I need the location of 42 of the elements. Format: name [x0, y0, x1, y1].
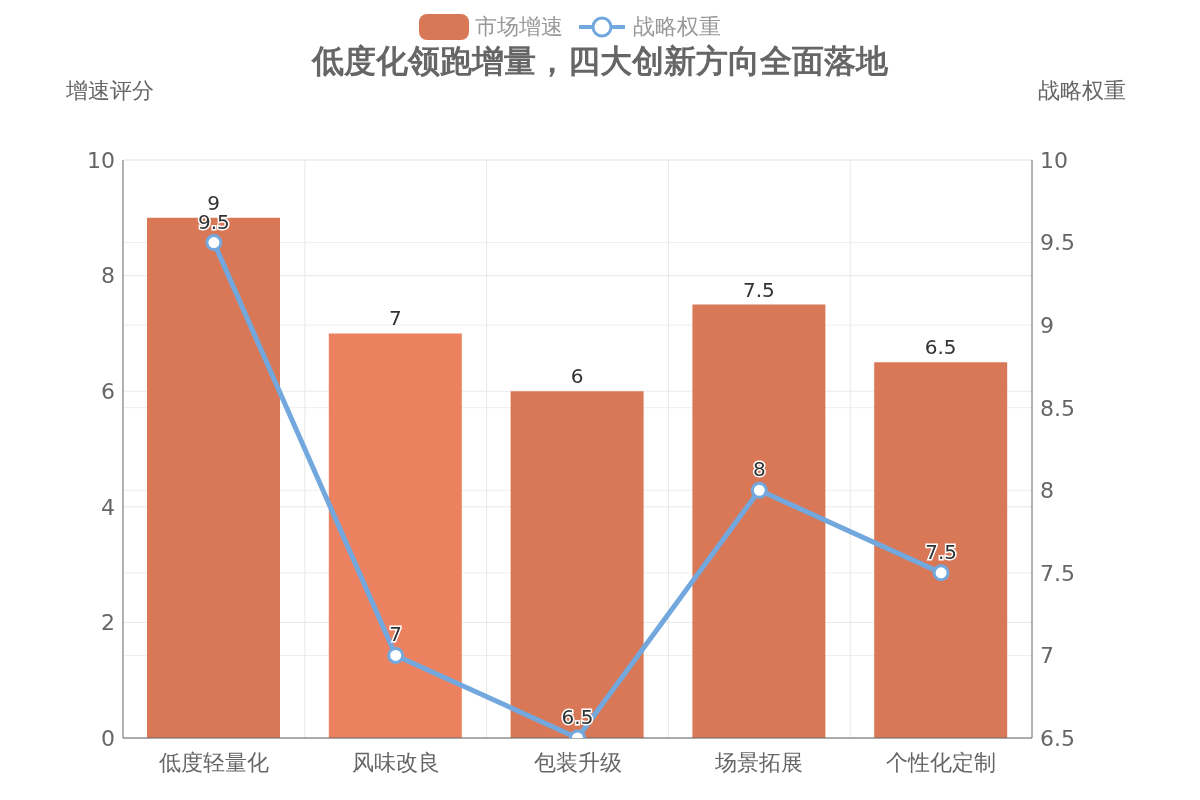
- data-label: 7: [389, 622, 403, 647]
- point: [205, 234, 223, 252]
- y2-tick-label: 9.5: [1040, 230, 1075, 256]
- x-tick-label: 包装升级: [533, 749, 622, 775]
- data-label: 6.5: [924, 335, 957, 360]
- y2-tick-label: 8: [1040, 478, 1054, 504]
- data-label: 7.5: [742, 277, 775, 302]
- data-label: 6: [570, 364, 584, 389]
- y2-tick-label: 7: [1040, 643, 1054, 669]
- data-label: 7.5: [925, 539, 958, 564]
- y-tick-label: 6: [101, 379, 115, 405]
- y2-tick-label: 9: [1040, 312, 1054, 338]
- bar: [874, 362, 1008, 738]
- point: [387, 646, 405, 664]
- bar: [510, 391, 644, 738]
- y2-tick-label: 6.5: [1040, 725, 1075, 751]
- data-label: 8: [752, 457, 766, 482]
- bar: [692, 304, 826, 738]
- data-label: 7: [388, 306, 402, 331]
- x-tick-label: 场景拓展: [714, 749, 804, 775]
- y-tick-label: 4: [101, 494, 115, 520]
- point: [932, 564, 950, 582]
- y2-tick-label: 7.5: [1040, 560, 1075, 586]
- data-label: 9: [207, 190, 220, 215]
- y-tick-label: 10: [87, 147, 115, 173]
- y2-tick-label: 8.5: [1040, 395, 1075, 421]
- bar: [328, 333, 462, 738]
- x-tick-label: 风味改良: [351, 749, 440, 775]
- x-tick-label: 低度轻量化: [158, 749, 269, 775]
- chart-title: 低度化领跑增量，四大创新方向全面落地: [312, 42, 888, 80]
- y2-tick-label: 10: [1040, 147, 1068, 173]
- data-label: 6.5: [561, 705, 594, 729]
- y-tick-label: 8: [101, 263, 115, 289]
- legend-label: 战略权重: [633, 13, 721, 41]
- point: [750, 481, 768, 499]
- x-tick-label: 个性化定制: [886, 749, 997, 775]
- y-tick-label: 0: [101, 725, 115, 751]
- y2-axis-title: 战略权重: [1038, 77, 1126, 105]
- legend-label: 市场增速: [475, 13, 563, 41]
- bar: [147, 217, 280, 738]
- y-axis-title: 增速评分: [66, 77, 154, 105]
- y-tick-label: 2: [101, 610, 115, 636]
